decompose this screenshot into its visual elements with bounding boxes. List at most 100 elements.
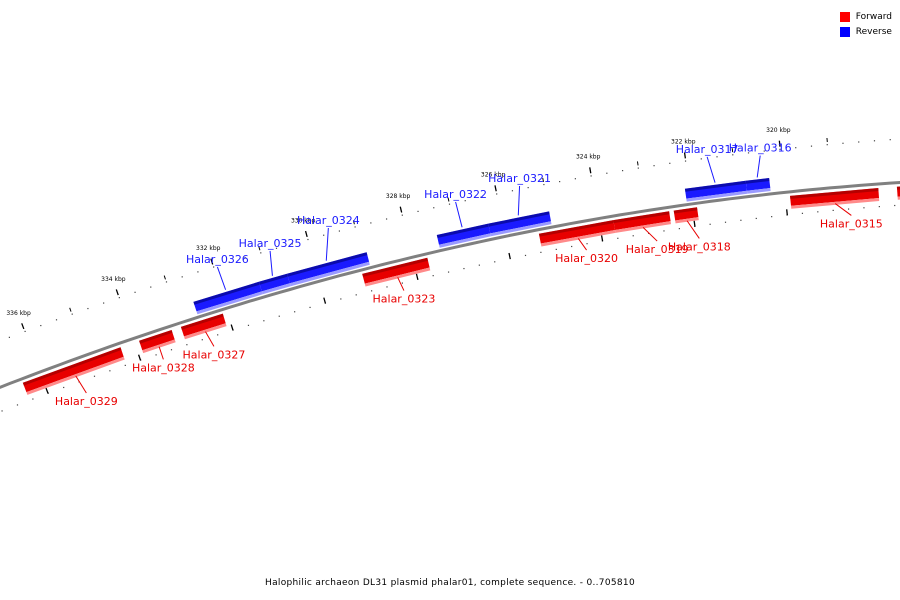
tick-mark: [589, 167, 592, 174]
tick-label: 320 kbp: [766, 127, 791, 134]
gene-leader: [158, 346, 164, 360]
scale-dot: [247, 324, 250, 326]
tick-mark: [115, 289, 119, 296]
scale-dot: [511, 190, 514, 192]
gene-edge: [258, 273, 288, 285]
scale-dot: [464, 200, 466, 202]
legend-swatch-reverse: [839, 26, 850, 37]
gene-shade: [490, 221, 552, 237]
gene-edge: [180, 313, 224, 330]
scale-dot: [684, 160, 687, 162]
gene-halar_0325: [258, 273, 291, 295]
gene-leader: [834, 203, 852, 216]
gene-leader: [269, 250, 273, 276]
scale-dot: [826, 144, 828, 146]
scale-dot: [197, 271, 199, 273]
tick-label: 334 kbp: [101, 276, 126, 283]
scale-dot: [540, 251, 542, 253]
minor-tick: [636, 161, 639, 166]
gene-shade: [261, 283, 291, 295]
scale-dot: [732, 154, 734, 156]
scale-dot: [571, 245, 573, 248]
legend-swatch-forward: [839, 11, 850, 22]
scale-dot: [275, 247, 278, 249]
scale-dot: [889, 139, 891, 141]
scale-dot: [165, 281, 168, 283]
scale-dot: [109, 370, 111, 372]
scale-dot: [606, 172, 608, 174]
gene-halar_0320: [538, 220, 616, 247]
tick-mark: [45, 387, 49, 394]
scale-dot: [478, 264, 480, 266]
gene-label: Halar_0318: [668, 240, 731, 253]
scale-dot: [653, 165, 655, 167]
tick-mark: [399, 206, 403, 213]
gene-halar_0326: [193, 281, 263, 315]
gene-leader: [205, 331, 215, 347]
scale-dot: [448, 203, 451, 205]
tick-mark: [494, 185, 497, 192]
scale-dot: [779, 148, 781, 150]
scale-dot: [371, 290, 373, 292]
scale-dot: [632, 235, 634, 237]
scale-dot: [323, 234, 325, 236]
scale-dot: [155, 354, 157, 356]
gene-edge: [362, 257, 428, 277]
tick-mark: [21, 323, 25, 330]
legend-label-reverse: Reverse: [855, 26, 892, 37]
gene-leader: [577, 238, 587, 251]
tick-label: 324 kbp: [576, 153, 601, 160]
gene-leader: [706, 156, 716, 183]
scale-dot: [71, 313, 73, 315]
scale-dot: [873, 140, 876, 142]
scale-dot: [590, 175, 592, 177]
tick-label: 328 kbp: [386, 193, 411, 200]
scale-dot: [763, 150, 765, 152]
scale-dot: [228, 261, 230, 263]
scale-dot: [63, 386, 65, 389]
scale-dot: [307, 238, 309, 241]
scale-dot: [386, 286, 388, 288]
gene-edge: [436, 223, 489, 238]
gene-edge: [193, 281, 260, 305]
gene-leader: [686, 220, 700, 239]
gene-leader: [756, 155, 761, 178]
minor-tick: [447, 197, 450, 202]
scale-dot: [543, 183, 545, 186]
gene-block: [22, 347, 124, 393]
scale-dot: [817, 211, 819, 213]
scale-dot: [103, 302, 105, 304]
scale-dot: [186, 344, 188, 346]
tick-label: 332 kbp: [196, 245, 221, 252]
scale-dot: [480, 196, 482, 198]
tick-mark: [323, 297, 327, 304]
gene-halar_0319: [613, 211, 671, 233]
tick-mark: [600, 235, 604, 242]
scale-dot: [878, 206, 880, 208]
scale-dot: [433, 207, 435, 209]
minor-tick: [542, 177, 544, 182]
gene-shade: [289, 261, 370, 287]
scale-dot: [55, 319, 58, 321]
scale-dot: [801, 212, 804, 214]
scale-dot: [370, 222, 372, 224]
scale-dot: [709, 223, 711, 225]
gene-leader: [397, 277, 405, 291]
tick-label: 326 kbp: [481, 172, 506, 179]
gene-label: Halar_0321: [488, 172, 551, 185]
scale-dot: [463, 267, 465, 270]
tick-mark: [693, 220, 696, 227]
scale-dot: [294, 311, 296, 313]
scale-dot: [24, 330, 26, 333]
gene-halar_0328: [139, 330, 176, 354]
tick-mark: [508, 252, 511, 259]
scale-dot: [527, 187, 529, 189]
gene-label: Halar_0327: [183, 348, 246, 361]
gene-shade: [26, 356, 125, 395]
scale-dot: [663, 230, 665, 232]
scale-dot: [401, 214, 403, 216]
scale-dot: [401, 282, 403, 284]
gene-halar_0321: [488, 211, 552, 237]
